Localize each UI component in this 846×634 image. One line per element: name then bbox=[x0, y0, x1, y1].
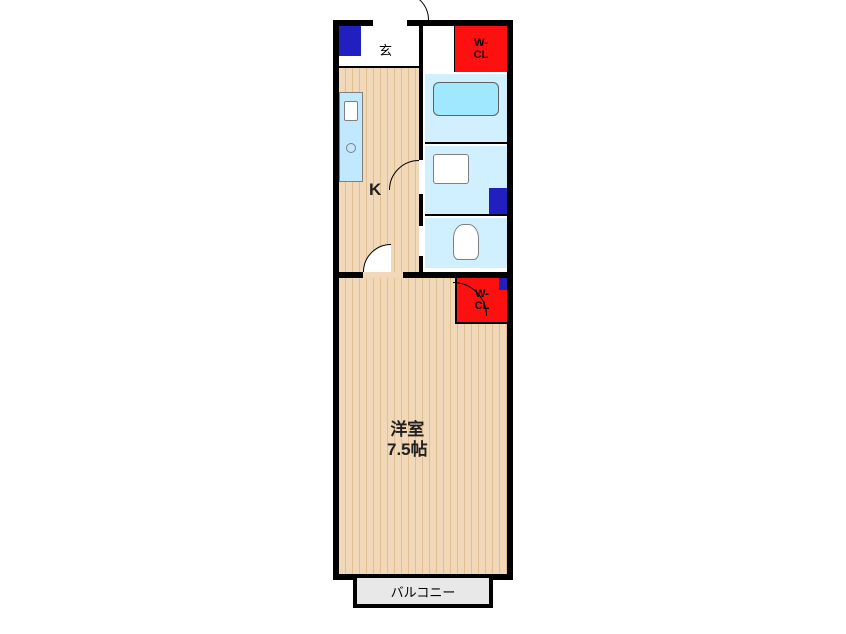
balcony-label: バルコニー bbox=[391, 582, 456, 601]
entry-label: 玄 bbox=[379, 40, 392, 59]
balcony: バルコニー bbox=[353, 578, 493, 608]
above-closet bbox=[419, 26, 455, 72]
closet-mid-accent bbox=[499, 278, 507, 290]
closet-top: W-CL bbox=[455, 26, 507, 72]
bath-tub bbox=[433, 82, 499, 116]
main-room-label: 洋室 7.5帖 bbox=[387, 420, 428, 461]
closet-top-label: W-CL bbox=[474, 37, 489, 61]
entry-storage bbox=[339, 26, 361, 56]
floorplan-container: 玄 W-CL K W-CL 洋室 7.5帖 bbox=[333, 20, 513, 614]
wash-basin bbox=[433, 154, 469, 184]
wall-right bbox=[507, 20, 513, 580]
kitchen-label: K bbox=[369, 180, 381, 200]
main-room-line2: 7.5帖 bbox=[387, 440, 428, 459]
washer-space bbox=[489, 188, 507, 214]
door-wash bbox=[419, 160, 423, 194]
door-toilet bbox=[419, 226, 423, 256]
entry-door-gap bbox=[373, 20, 407, 26]
kitchen-counter bbox=[339, 92, 363, 182]
main-room-line1: 洋室 bbox=[390, 420, 424, 439]
toilet-bowl bbox=[453, 224, 479, 260]
